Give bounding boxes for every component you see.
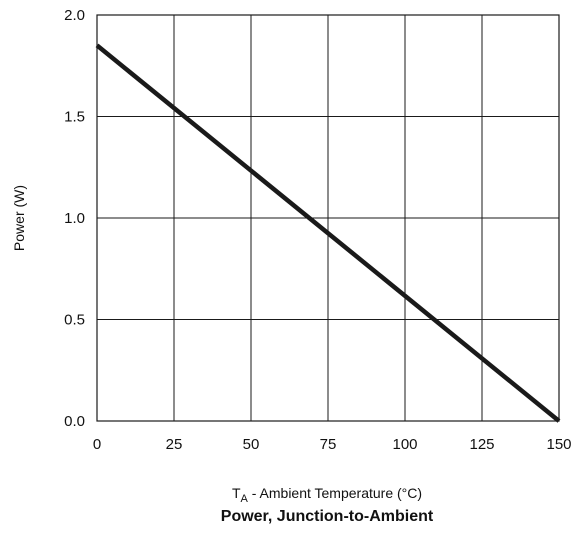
series-layer — [95, 43, 561, 423]
x-axis-title-main: T — [232, 485, 241, 501]
x-tick-label: 75 — [320, 436, 337, 453]
x-axis-title-rest: - Ambient Temperature (°C) — [248, 485, 422, 501]
x-tick-label: 25 — [166, 436, 183, 453]
y-tick-label: 2.0 — [64, 7, 85, 24]
x-axis-title: TA - Ambient Temperature (°C) — [232, 485, 422, 505]
grid — [96, 14, 560, 422]
y-tick-label: 1.5 — [64, 109, 85, 126]
x-tick-label: 0 — [93, 436, 101, 453]
chart-title: Power, Junction-to-Ambient — [221, 508, 434, 525]
x-tick-label: 100 — [392, 436, 417, 453]
y-axis-ticks: 0.0 0.5 1.0 1.5 2.0 — [64, 7, 85, 430]
plot-frame — [96, 14, 560, 422]
x-axis-title-subscript: A — [241, 493, 249, 505]
x-tick-label: 150 — [546, 436, 571, 453]
y-tick-label: 0.5 — [64, 312, 85, 329]
x-axis-ticks: 0 25 50 75 100 125 150 — [93, 436, 572, 453]
x-tick-label: 50 — [243, 436, 260, 453]
x-tick-label: 125 — [469, 436, 494, 453]
y-axis-title: Power (W) — [11, 185, 27, 251]
y-tick-label: 0.0 — [64, 413, 85, 430]
y-tick-label: 1.0 — [64, 210, 85, 227]
series-line — [95, 43, 561, 423]
